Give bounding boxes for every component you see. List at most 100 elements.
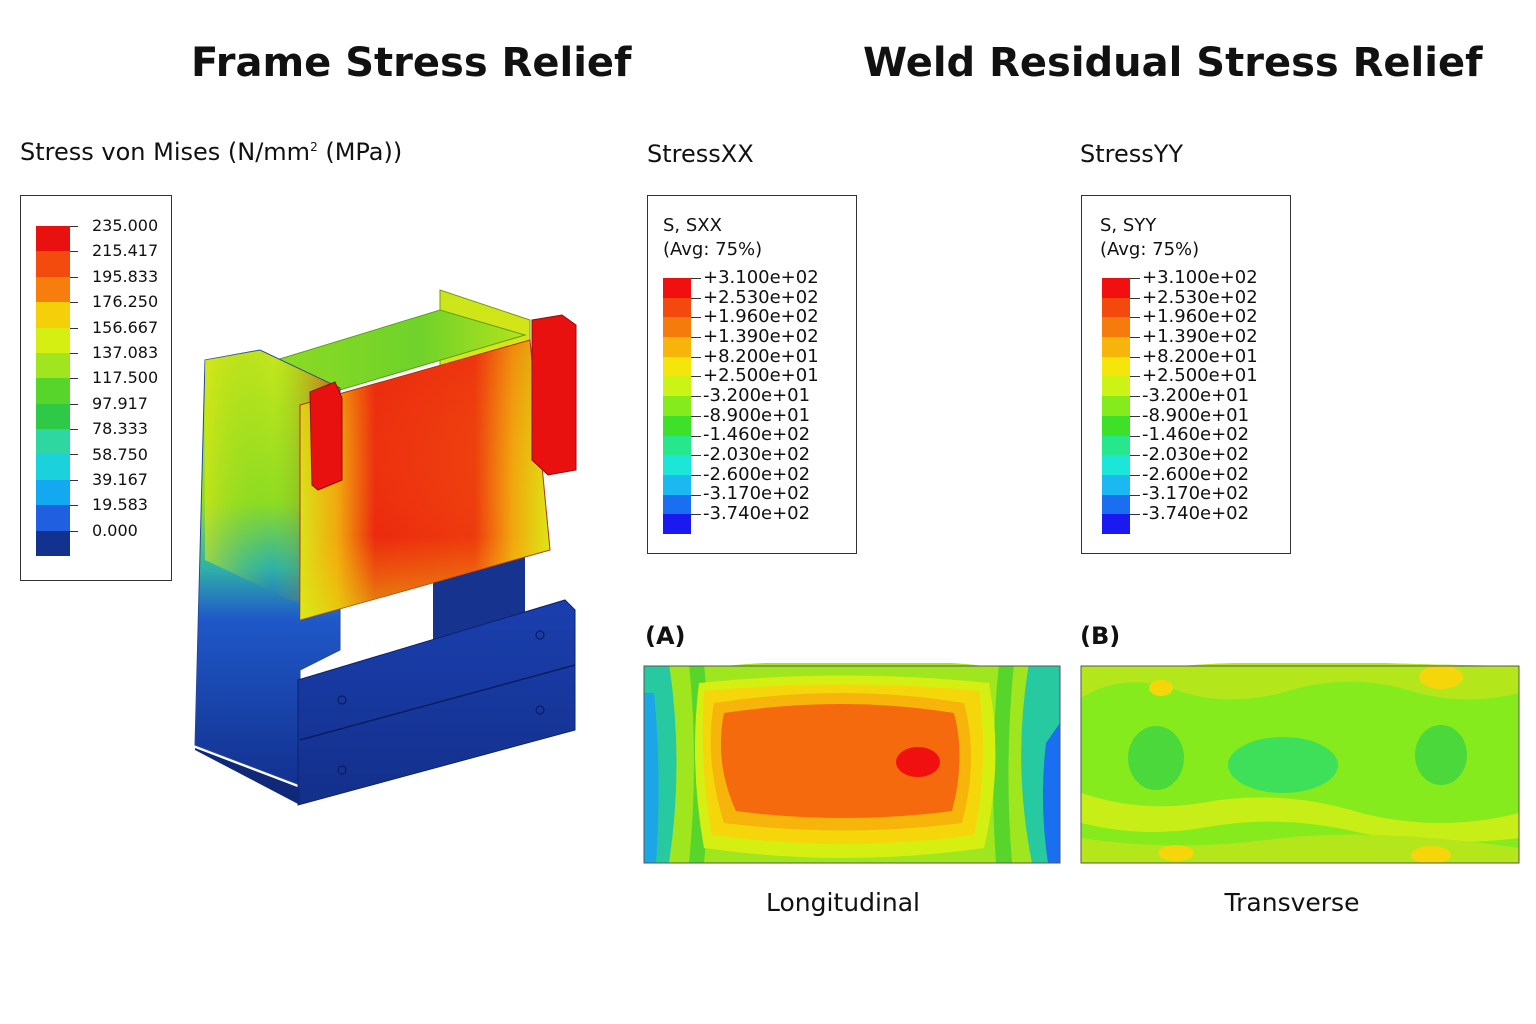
sxx-swatch bbox=[663, 455, 691, 476]
panel-b-border bbox=[1080, 665, 1520, 864]
panel-b-warm-spot bbox=[1419, 665, 1463, 689]
syy-label: -3.200e+01 bbox=[1142, 384, 1250, 406]
frame-bolt-hole bbox=[337, 765, 347, 775]
von-mises-swatch bbox=[36, 378, 70, 405]
von-mises-color-scale bbox=[36, 226, 70, 557]
panel-a-border bbox=[643, 665, 1061, 864]
syy-swatch bbox=[1102, 376, 1130, 397]
panel-a-label: (A) bbox=[645, 622, 686, 650]
von-mises-label: 195.833 bbox=[92, 266, 159, 286]
syy-label: +2.530e+02 bbox=[1142, 286, 1258, 308]
von-mises-label: 117.500 bbox=[92, 368, 159, 388]
syy-swatch bbox=[1102, 278, 1130, 299]
sxx-label: -3.740e+02 bbox=[703, 503, 811, 525]
von-mises-swatch bbox=[36, 226, 70, 252]
sxx-tick bbox=[691, 297, 701, 299]
panel-b-cool-right bbox=[1415, 725, 1467, 785]
sxx-label: -3.200e+01 bbox=[703, 384, 811, 406]
von-mises-label: 0.000 bbox=[92, 520, 138, 540]
frame-front-plate-shading bbox=[300, 340, 550, 620]
sxx-swatch bbox=[663, 474, 691, 496]
von-mises-swatch bbox=[36, 251, 70, 278]
syy-tick bbox=[1130, 337, 1140, 339]
syy-tick bbox=[1130, 435, 1140, 437]
syy-swatch bbox=[1102, 337, 1130, 358]
syy-label: -2.030e+02 bbox=[1142, 444, 1250, 466]
panel-a-orange-core bbox=[720, 704, 960, 818]
syy-swatch bbox=[1102, 455, 1130, 476]
panel-b-cool-left bbox=[1128, 726, 1184, 790]
von-mises-tick bbox=[70, 454, 78, 456]
syy-label: +1.960e+02 bbox=[1142, 306, 1258, 328]
von-mises-title-sup: 2 bbox=[310, 140, 318, 154]
von-mises-swatch bbox=[36, 454, 70, 481]
sxx-swatch bbox=[663, 396, 691, 417]
frame-base-foot bbox=[195, 735, 300, 805]
panel-a-caption: Longitudinal bbox=[765, 888, 921, 917]
von-mises-tick bbox=[70, 378, 78, 380]
sxx-legend-head: S, SXX (Avg: 75%) bbox=[663, 214, 762, 262]
panel-a-red-peak bbox=[896, 747, 940, 777]
von-mises-label: 176.250 bbox=[92, 292, 159, 312]
frame-bolt-hole bbox=[337, 695, 347, 705]
sxx-swatch bbox=[663, 278, 691, 299]
panel-b-cool-center bbox=[1228, 737, 1338, 793]
von-mises-label: 215.417 bbox=[92, 241, 159, 261]
sxx-tick bbox=[691, 455, 701, 457]
frame-bolt-hole bbox=[535, 705, 545, 715]
syy-swatch bbox=[1102, 474, 1130, 496]
syy-swatch bbox=[1102, 415, 1130, 437]
syy-tick bbox=[1130, 278, 1140, 279]
sxx-label: -2.600e+02 bbox=[703, 463, 811, 485]
panel-b-contour bbox=[1080, 663, 1520, 864]
syy-swatch bbox=[1102, 396, 1130, 417]
frame-lower-beam-edge bbox=[299, 664, 576, 741]
sxx-legend: S, SXX (Avg: 75%) +3.100e+02 +2.530e+02 +1.… bbox=[647, 195, 857, 554]
sxx-tick bbox=[691, 435, 701, 437]
syy-tick bbox=[1130, 396, 1140, 398]
von-mises-swatch bbox=[36, 403, 70, 430]
syy-swatch bbox=[1102, 297, 1130, 318]
von-mises-swatch bbox=[36, 505, 70, 532]
syy-legend: S, SYY (Avg: 75%) +3.100e+02 +2.530e+02 +1.… bbox=[1081, 195, 1291, 554]
stressyy-title: StressYY bbox=[1080, 140, 1184, 168]
panel-b-label: (B) bbox=[1080, 622, 1121, 650]
syy-label: +1.390e+02 bbox=[1142, 325, 1258, 347]
frame-title: Frame Stress Relief bbox=[191, 40, 632, 86]
sxx-label: +2.530e+02 bbox=[703, 286, 819, 308]
von-mises-tick bbox=[70, 505, 78, 507]
sxx-tick bbox=[691, 514, 701, 516]
von-mises-swatch bbox=[36, 429, 70, 455]
von-mises-tick bbox=[70, 276, 78, 278]
sxx-swatch bbox=[663, 494, 691, 515]
von-mises-label: 39.167 bbox=[92, 469, 148, 489]
sxx-label: +8.200e+01 bbox=[703, 345, 819, 367]
syy-label: +2.500e+01 bbox=[1142, 365, 1258, 387]
syy-label: -8.900e+01 bbox=[1142, 404, 1250, 426]
syy-tick bbox=[1130, 356, 1140, 358]
sxx-swatch bbox=[663, 297, 691, 318]
sxx-tick bbox=[691, 337, 701, 339]
sxx-tick bbox=[691, 317, 701, 319]
sxx-color-scale bbox=[663, 278, 691, 535]
panel-b-warm-spot bbox=[1158, 845, 1194, 861]
von-mises-label: 137.083 bbox=[92, 343, 159, 362]
von-mises-legend-title: Stress von Mises (N/mm2 (MPa)) bbox=[20, 138, 402, 166]
von-mises-tick bbox=[70, 352, 78, 354]
von-mises-label: 58.750 bbox=[92, 444, 148, 464]
von-mises-tick bbox=[70, 530, 78, 532]
syy-swatch bbox=[1102, 494, 1130, 515]
syy-tick bbox=[1130, 494, 1140, 496]
sxx-label: +3.100e+02 bbox=[703, 266, 819, 288]
von-mises-tick bbox=[70, 479, 78, 481]
panel-a-right-edge-inner bbox=[1042, 723, 1060, 863]
syy-label: +3.100e+02 bbox=[1142, 266, 1258, 288]
panel-b-caption: Transverse bbox=[1224, 888, 1360, 917]
syy-tick bbox=[1130, 297, 1140, 299]
sxx-swatch bbox=[663, 317, 691, 338]
sxx-label: +2.500e+01 bbox=[703, 365, 819, 387]
von-mises-swatch bbox=[36, 352, 70, 379]
syy-tick bbox=[1130, 415, 1140, 417]
frame-3d-model bbox=[194, 289, 577, 806]
sxx-label: -2.030e+02 bbox=[703, 444, 811, 466]
